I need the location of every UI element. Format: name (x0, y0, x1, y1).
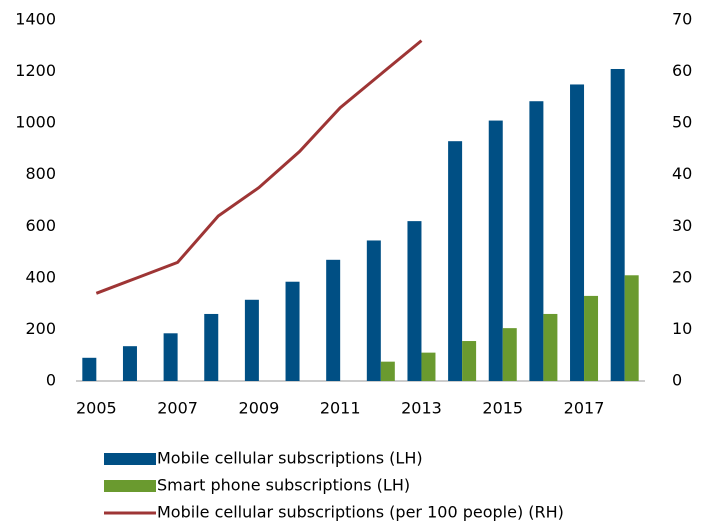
y2-tick-label: 10 (672, 319, 692, 338)
y2-tick-label: 40 (672, 164, 692, 183)
x-tick-label: 2017 (564, 399, 605, 418)
y-tick-label: 1000 (15, 113, 56, 132)
bar (407, 221, 422, 381)
bar (448, 141, 463, 381)
bar (570, 84, 585, 381)
bar (462, 341, 477, 381)
bar (610, 68, 625, 381)
y-tick-label: 800 (25, 164, 56, 183)
y-tick-label: 0 (46, 371, 56, 390)
bar (529, 101, 544, 381)
legend-label: Mobile cellular subscriptions (LH) (157, 449, 423, 468)
line (95, 39, 423, 295)
x-tick-label: 2015 (482, 399, 523, 418)
x-tick-label: 2005 (76, 399, 117, 418)
bar (502, 328, 517, 381)
y2-tick-label: 70 (672, 10, 692, 29)
bar (326, 259, 341, 381)
y-tick-label: 200 (25, 319, 56, 338)
y-tick-label: 1400 (15, 10, 56, 29)
bar (122, 346, 137, 381)
bar (82, 357, 97, 381)
y-tick-label: 600 (25, 216, 56, 235)
y-tick-label: 1200 (15, 61, 56, 80)
bar (204, 313, 219, 381)
legend-label: Smart phone subscriptions (LH) (157, 476, 410, 495)
bar (624, 275, 639, 381)
y2-tick-label: 30 (672, 216, 692, 235)
bar (488, 120, 503, 382)
bar (380, 361, 395, 381)
bar (543, 313, 558, 381)
bar (584, 295, 599, 381)
y2-tick-label: 60 (672, 61, 692, 80)
bar (366, 240, 381, 381)
y-tick-label: 400 (25, 267, 56, 286)
bar (285, 281, 300, 381)
bar (163, 333, 178, 381)
legend-swatch (104, 480, 156, 492)
y2-tick-label: 50 (672, 113, 692, 132)
legend-label: Mobile cellular subscriptions (per 100 p… (157, 503, 564, 522)
x-tick-label: 2013 (401, 399, 442, 418)
x-tick-label: 2007 (157, 399, 198, 418)
bar (421, 352, 436, 381)
x-tick-label: 2011 (320, 399, 361, 418)
y2-tick-label: 0 (672, 371, 682, 390)
y2-tick-label: 20 (672, 267, 692, 286)
bar (244, 299, 259, 381)
x-tick-label: 2009 (239, 399, 280, 418)
legend-swatch (104, 453, 156, 465)
